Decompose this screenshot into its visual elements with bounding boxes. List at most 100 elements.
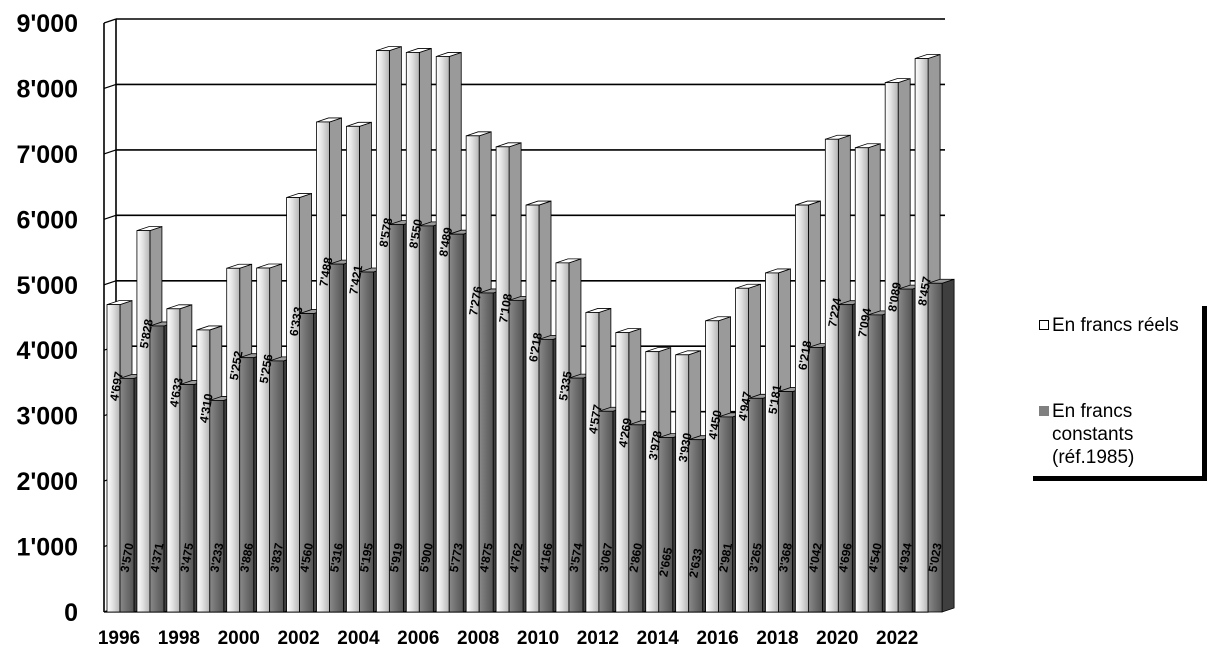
gridline-depth bbox=[103, 149, 117, 155]
data-label-constant: 3'233 bbox=[207, 542, 226, 574]
bar-reel-front bbox=[794, 204, 809, 613]
bar-reel-front bbox=[765, 272, 779, 613]
x-tick-label: 1998 bbox=[158, 628, 200, 649]
bar-reel-front bbox=[316, 121, 330, 613]
bar-constant-front bbox=[209, 400, 225, 613]
x-tick-label: 2004 bbox=[337, 628, 380, 649]
data-label-constant: 4'696 bbox=[836, 542, 855, 574]
data-label-reel: 7'094 bbox=[855, 307, 874, 339]
legend: En francs réels En francs constants (réf… bbox=[1033, 306, 1207, 481]
data-label-constant: 4'762 bbox=[507, 542, 526, 574]
bar-reel-front bbox=[824, 138, 839, 613]
bar-constant-front bbox=[628, 424, 644, 613]
data-label-reel: 4'697 bbox=[107, 370, 126, 402]
y-tick-label: 0 bbox=[64, 599, 78, 627]
bar-constant-front bbox=[359, 271, 374, 613]
data-label-constant: 2'981 bbox=[716, 542, 735, 574]
data-label-reel: 3'930 bbox=[676, 431, 695, 463]
bar-reel-front bbox=[405, 52, 420, 613]
bar-reel-front bbox=[136, 230, 151, 613]
data-label-reel: 6'218 bbox=[795, 339, 814, 371]
y-tick-label: 7'000 bbox=[16, 141, 78, 169]
data-label-constant: 4'166 bbox=[537, 542, 556, 574]
x-tick-label: 1996 bbox=[98, 628, 140, 649]
y-tick-label: 1'000 bbox=[16, 534, 78, 562]
gridline-depth bbox=[103, 83, 117, 90]
data-label-reel: 5'335 bbox=[556, 370, 575, 402]
data-label-constant: 4'875 bbox=[477, 542, 496, 574]
bar-reel-front bbox=[286, 197, 300, 613]
data-label-reel: 3'978 bbox=[646, 429, 665, 461]
legend-swatch-constant bbox=[1039, 406, 1049, 416]
bar-reel-front bbox=[226, 267, 241, 613]
y-tick-label: 8'000 bbox=[16, 75, 78, 103]
data-label-reel: 4'269 bbox=[616, 417, 635, 449]
data-label-reel: 7'276 bbox=[466, 285, 485, 317]
bar-constant-front bbox=[598, 410, 614, 613]
legend-swatch-reel bbox=[1039, 320, 1049, 330]
data-label-constant: 4'371 bbox=[148, 542, 167, 574]
gridline-depth bbox=[103, 280, 117, 286]
bar-reel-front bbox=[346, 125, 360, 613]
data-label-reel: 4'310 bbox=[197, 392, 216, 424]
data-label-constant: 5'195 bbox=[357, 542, 376, 574]
data-label-constant: 2'633 bbox=[686, 547, 705, 579]
bar-constant-front bbox=[778, 391, 793, 613]
data-label-reel: 5'252 bbox=[227, 349, 246, 381]
data-label-reel: 5'181 bbox=[765, 383, 784, 415]
bar-constant-front bbox=[927, 282, 943, 613]
bar-reel-front bbox=[435, 56, 450, 613]
data-label-reel: 4'450 bbox=[706, 409, 725, 441]
bar-constant-front bbox=[179, 384, 195, 613]
bar-reel-front bbox=[495, 146, 510, 613]
data-label-constant: 5'900 bbox=[417, 542, 436, 574]
data-label-constant: 5'316 bbox=[327, 542, 346, 574]
data-label-reel: 6'333 bbox=[287, 305, 306, 337]
data-label-constant: 3'886 bbox=[237, 542, 256, 574]
data-label-constant: 3'368 bbox=[776, 542, 795, 574]
bar-constant-front bbox=[538, 338, 554, 613]
data-label-constant: 5'919 bbox=[387, 542, 406, 574]
gridline-depth bbox=[103, 18, 117, 24]
bar-constant-front bbox=[149, 325, 165, 613]
data-label-constant: 3'067 bbox=[596, 542, 615, 574]
bar-chart: 4'697 3'570 5'828 4'371 4'633 3'475 4'310 3'233… bbox=[16, 10, 955, 649]
data-label-reel: 7'421 bbox=[346, 264, 365, 296]
data-label-reel: 5'256 bbox=[257, 353, 276, 385]
data-label-reel: 8'550 bbox=[406, 218, 425, 250]
y-tick-label: 6'000 bbox=[16, 206, 78, 234]
y-axis-ticks: 0 1'000 2'000 3'000 4'000 5'000 6'000 7'000 8'00… bbox=[16, 10, 78, 627]
bar-constant-front bbox=[119, 377, 135, 613]
bar-reel-front bbox=[375, 50, 390, 613]
data-label-reel: 8'457 bbox=[915, 275, 934, 307]
data-label-constant: 3'265 bbox=[746, 542, 765, 574]
data-label-reel: 4'633 bbox=[167, 376, 186, 408]
x-tick-label: 2000 bbox=[218, 628, 260, 649]
x-tick-label: 2016 bbox=[696, 628, 738, 649]
data-label-constant: 3'570 bbox=[118, 542, 137, 574]
legend-label-constant: En francs constants (réf.1985) bbox=[1052, 401, 1135, 468]
legend-item-reel: En francs réels bbox=[1039, 314, 1179, 337]
data-label-reel: 8'489 bbox=[436, 226, 455, 258]
bar-constant-front bbox=[269, 360, 285, 613]
bar-reel-front bbox=[465, 135, 480, 613]
data-label-constant: 3'574 bbox=[567, 542, 586, 574]
y-tick-label: 3'000 bbox=[16, 403, 78, 431]
data-label-reel: 4'577 bbox=[586, 403, 605, 435]
bar-constant-front bbox=[239, 357, 255, 613]
bar-reel-front bbox=[914, 58, 929, 613]
bar-constant-front bbox=[478, 292, 494, 613]
data-label-reel: 6'218 bbox=[526, 331, 545, 363]
y-tick-label: 4'000 bbox=[16, 337, 78, 365]
bar-constant-front bbox=[807, 347, 823, 613]
x-tick-label: 2008 bbox=[457, 628, 499, 649]
bar-constant-front bbox=[837, 304, 853, 613]
data-label-reel: 8'578 bbox=[376, 216, 395, 248]
x-tick-label: 2022 bbox=[876, 628, 918, 649]
x-tick-label: 2002 bbox=[277, 628, 319, 649]
bar-constant-front bbox=[897, 288, 913, 613]
x-axis-ticks: 1996 1998 2000 2002 2004 2006 2008 2010 2012 2014… bbox=[98, 628, 918, 649]
data-label-constant: 4'934 bbox=[896, 542, 915, 574]
bar-constant-front bbox=[448, 233, 464, 613]
y-tick-label: 5'000 bbox=[16, 272, 78, 300]
